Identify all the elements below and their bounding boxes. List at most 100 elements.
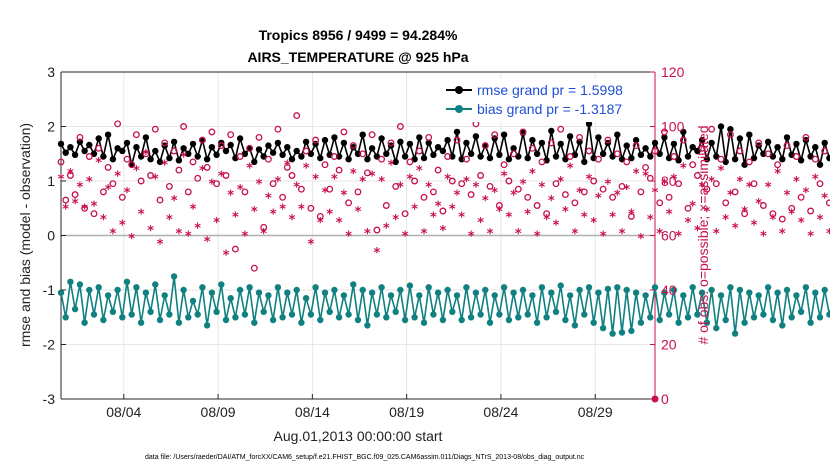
bias-point (760, 311, 767, 318)
y-tick-label: -2 (43, 337, 56, 353)
obs-assimilated-point: * (538, 180, 545, 195)
rmse-point (383, 150, 390, 157)
obs-possible-point (783, 142, 791, 150)
x-tick-label: 08/09 (201, 404, 236, 420)
bias-point (387, 292, 395, 299)
rmse-point (458, 156, 465, 163)
obs-assimilated-point: * (100, 213, 107, 228)
rmse-point (71, 151, 79, 158)
obs-assimilated-point: * (185, 230, 192, 245)
obs-assimilated-point: * (769, 213, 776, 228)
bias-point (364, 322, 371, 329)
rmse-point (477, 153, 484, 160)
obs-assimilated-point: * (359, 175, 366, 190)
obs-assimilated-point: * (147, 224, 154, 239)
bias-point (647, 314, 654, 321)
obs-assimilated-point: * (421, 227, 428, 242)
bias-point (95, 284, 102, 291)
rmse-point (213, 151, 220, 158)
obs-assimilated-point: * (765, 180, 772, 195)
rmse-point (731, 156, 739, 163)
obs-possible-point (656, 199, 664, 207)
obs-assimilated-point: * (180, 151, 187, 166)
obs-possible-point (378, 155, 386, 163)
bias-point (482, 286, 489, 294)
bias-point (152, 281, 159, 288)
obs-assimilated-point: * (491, 186, 498, 201)
obs-assimilated-point: * (666, 208, 673, 223)
obs-possible-point (321, 161, 329, 169)
obs-possible-point (599, 185, 607, 193)
obs-possible-point (486, 182, 494, 190)
obs-assimilated-point: * (128, 232, 135, 247)
obs-assimilated-point: * (114, 170, 121, 185)
obs-possible-point (297, 185, 305, 193)
bias-point (632, 289, 640, 296)
ticks: -3 -2 -1 0 1 2 3 0 20 40 60 80 100 120 08/04 08/09 08/14… (43, 64, 685, 420)
rmse-point (364, 156, 371, 163)
bias-point (500, 284, 508, 291)
bias-point (595, 289, 602, 296)
chart-subtitle: AIRS_TEMPERATURE @ 925 hPa (247, 49, 468, 65)
obs-possible-point (368, 131, 376, 139)
rmse-point (359, 131, 366, 138)
obs-assimilated-point: * (270, 208, 277, 223)
rmse-point (175, 157, 183, 164)
bias-point (175, 319, 183, 326)
bias-point (312, 284, 319, 291)
obs-possible-point (802, 133, 810, 141)
obs-assimilated-point: * (119, 219, 126, 234)
rmse-point (350, 144, 357, 151)
obs-possible-point (462, 155, 470, 163)
rmse-point (449, 153, 456, 160)
bias-point (779, 322, 786, 329)
obs-assimilated-point: * (72, 197, 79, 212)
bias-point (326, 308, 333, 315)
bias-point (81, 319, 88, 326)
obs-possible-point (778, 215, 786, 223)
obs-possible-point (580, 188, 588, 196)
rmse-point (746, 131, 753, 138)
obs-possible-point (170, 147, 178, 155)
rmse-point (552, 153, 560, 160)
obs-possible-point (538, 158, 546, 166)
obs-assimilated-point: * (689, 200, 696, 215)
obs-possible-point (613, 150, 621, 158)
obs-assimilated-point: * (661, 178, 668, 193)
rmse-point (274, 139, 282, 147)
obs-assimilated-point: * (736, 175, 743, 190)
rmse-point (736, 135, 744, 142)
obs-possible-point (142, 150, 150, 158)
obs-assimilated-point: * (76, 180, 83, 195)
obs-assimilated-point: * (317, 216, 324, 231)
obs-possible-point (604, 136, 612, 144)
rmse-point (779, 156, 786, 163)
obs-assimilated-point: * (331, 172, 338, 187)
rmse-point (119, 147, 126, 155)
obs-assimilated-point: * (166, 213, 173, 228)
rmse-point (434, 144, 442, 151)
obs-possible-point (524, 193, 532, 201)
bias-point (241, 311, 249, 318)
rmse-point (331, 134, 338, 141)
obs-assimilated-point: * (817, 213, 824, 228)
obs-possible-point (71, 191, 79, 199)
bias-point (486, 319, 494, 326)
rmse-point (430, 151, 437, 158)
obs-possible-point (184, 188, 192, 196)
obs-possible-point (415, 147, 423, 155)
obs-assimilated-point: * (685, 216, 692, 231)
obs-assimilated-point: * (256, 178, 263, 193)
obs-assimilated-point: * (109, 227, 116, 242)
rmse-point (482, 142, 489, 149)
obs-possible-point (453, 136, 461, 144)
obs-possible-point (283, 163, 291, 171)
obs-possible-point (340, 128, 348, 136)
obs-assimilated-point: * (675, 230, 682, 245)
rmse-point (298, 153, 305, 160)
bias-point (133, 284, 140, 291)
obs-assimilated-point: * (157, 238, 164, 253)
rmse-point (227, 141, 234, 149)
rmse-point (180, 145, 187, 152)
obs-possible-point (825, 199, 830, 207)
